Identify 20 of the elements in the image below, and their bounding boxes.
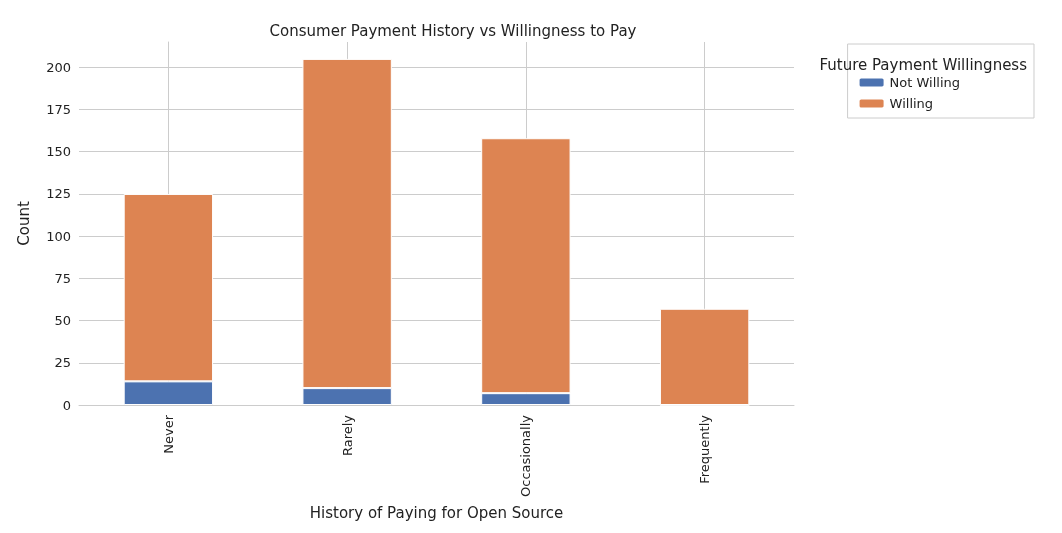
y-tick-label: 75 <box>54 270 71 286</box>
legend-title: Future Payment Willingness <box>819 55 1028 74</box>
y-tick-label: 0 <box>62 397 71 413</box>
y-tick-label: 50 <box>54 313 71 329</box>
x-axis-title: History of Paying for Open Source <box>309 503 564 522</box>
x-tick-label: Rarely <box>339 414 355 457</box>
x-tick-label: Occasionally <box>518 414 534 497</box>
y-tick-label: 125 <box>46 186 71 202</box>
chart-title: Consumer Payment History vs Willingness to Pay <box>269 21 637 40</box>
y-axis-title: Count <box>14 201 33 246</box>
legend-label: Willing <box>889 96 934 111</box>
y-tick-label: 200 <box>46 59 71 75</box>
y-tick-label: 150 <box>46 144 71 160</box>
y-tick-label: 100 <box>46 228 71 244</box>
x-tick-label: Never <box>160 414 176 454</box>
legend-label: Not Willing <box>889 75 961 90</box>
y-tick-label: 175 <box>46 102 71 118</box>
y-tick-label: 25 <box>54 355 71 371</box>
bar <box>659 308 750 405</box>
x-tick-label: Frequently <box>697 414 713 484</box>
